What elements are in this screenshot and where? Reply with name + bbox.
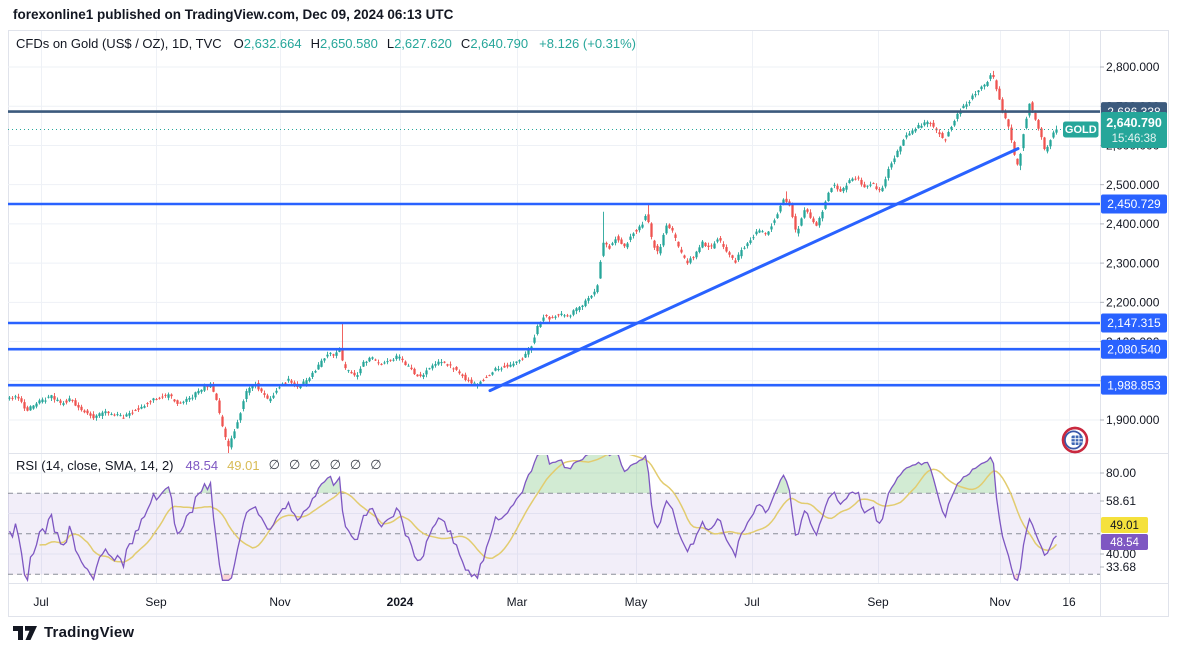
svg-text:2,640.790: 2,640.790	[1106, 116, 1162, 130]
svg-text:2,080.540: 2,080.540	[1107, 342, 1161, 356]
attribution-text: forexonline1 published on TradingView.co…	[13, 7, 454, 22]
time-tick-label: Nov	[269, 595, 290, 609]
ohlc-close: C2,640.790	[460, 36, 529, 51]
svg-text:2,147.315: 2,147.315	[1107, 316, 1161, 330]
time-tick-label: Sep	[867, 595, 889, 609]
empty-set-icon: ∅	[349, 457, 362, 472]
tradingview-logo-text: TradingView	[44, 623, 135, 641]
svg-text:2,450.729: 2,450.729	[1107, 197, 1161, 211]
level-badge-2,147.315: 2,147.315	[1101, 313, 1167, 333]
time-tick-label: Jul	[33, 595, 48, 609]
rsi-ma-line[interactable]	[39, 452, 1058, 563]
last-price-badge: 2,640.790 15:46:38	[1101, 111, 1167, 148]
empty-set-icon: ∅	[288, 457, 301, 472]
level-badge-2,080.540: 2,080.540	[1101, 339, 1167, 359]
price-tick-label: 2,500.000	[1106, 178, 1160, 192]
rsi-line[interactable]	[8, 452, 1057, 582]
empty-set-icon: ∅	[370, 457, 382, 472]
level-badge-1,988.853: 1,988.853	[1101, 375, 1167, 395]
pane-separators	[8, 30, 1168, 616]
rsi-ma-badge: 49.01	[1101, 517, 1148, 533]
time-tick-label: 16	[1062, 595, 1076, 609]
rsi-tick-label: 58.61	[1106, 494, 1136, 508]
ohlc-low: L2,627.620	[386, 36, 452, 51]
ohlc-open: O2,632.664	[233, 36, 302, 51]
price-tick-label: 1,900.000	[1106, 413, 1160, 427]
price-tick-label: 2,200.000	[1106, 296, 1160, 310]
empty-set-icon: ∅	[329, 457, 341, 472]
rsi-tick-label: 80.00	[1106, 466, 1136, 480]
rsi-value: 48.54	[185, 457, 219, 473]
candles-layer[interactable]	[8, 70, 1058, 455]
rsi-pane[interactable]	[8, 452, 1100, 582]
time-tick-label: Nov	[989, 595, 1010, 609]
time-tick-label: Jul	[744, 595, 759, 609]
time-tick-label: Sep	[145, 595, 167, 609]
rsi-legend: RSI (14, close, SMA, 14, 2) 48.54 49.01 …	[16, 457, 382, 473]
svg-text:49.01: 49.01	[1110, 520, 1139, 532]
empty-set-icon: ∅	[309, 457, 321, 472]
time-tick-label: May	[625, 595, 648, 609]
attribution-bar: forexonline1 published on TradingView.co…	[13, 7, 453, 22]
time-axis[interactable]: Jul Sep Nov 2024 Mar May Jul Sep Nov 16	[33, 595, 1076, 609]
svg-text:1,988.853: 1,988.853	[1107, 378, 1161, 392]
rsi-title: RSI (14, close, SMA, 14, 2)	[16, 457, 174, 473]
svg-text:48.54: 48.54	[1110, 537, 1139, 549]
gold-symbol-tag: GOLD	[1062, 120, 1100, 139]
rsi-value-badge: 48.54	[1101, 534, 1148, 550]
tradingview-icon	[13, 626, 37, 640]
level-badge-2,450.729: 2,450.729	[1101, 194, 1167, 214]
empty-set-icon: ∅	[268, 457, 280, 472]
svg-text:15:46:38: 15:46:38	[1112, 133, 1157, 145]
symbol-legend: CFDs on Gold (US$ / OZ), 1D, TVC O2,632.…	[16, 36, 636, 51]
publisher-logo	[1061, 426, 1089, 454]
svg-text:GOLD: GOLD	[1065, 124, 1097, 136]
time-tick-label: 2024	[387, 595, 414, 609]
rsi-tick-label: 33.68	[1106, 560, 1136, 574]
price-tick-label: 2,400.000	[1106, 217, 1160, 231]
rsi-tick-label: 40.00	[1106, 547, 1136, 561]
tradingview-footer-logo[interactable]: TradingView	[13, 622, 134, 642]
grid	[8, 31, 1100, 583]
trend-line[interactable]	[488, 147, 1020, 393]
symbol-title: CFDs on Gold (US$ / OZ), 1D, TVC	[16, 36, 222, 51]
ohlc-high: H2,650.580	[310, 36, 378, 51]
price-tick-label: 2,800.000	[1106, 60, 1160, 74]
rsi-ma-value: 49.01	[227, 457, 260, 473]
price-axis[interactable]: 2,800.0002,700.0002,600.0002,500.0002,40…	[1062, 60, 1168, 427]
change-value: +8.126 (+0.31%)	[539, 36, 637, 51]
rsi-overbought-fill	[161, 455, 997, 494]
time-tick-label: Mar	[507, 595, 528, 609]
price-tick-label: 2,300.000	[1106, 256, 1160, 270]
